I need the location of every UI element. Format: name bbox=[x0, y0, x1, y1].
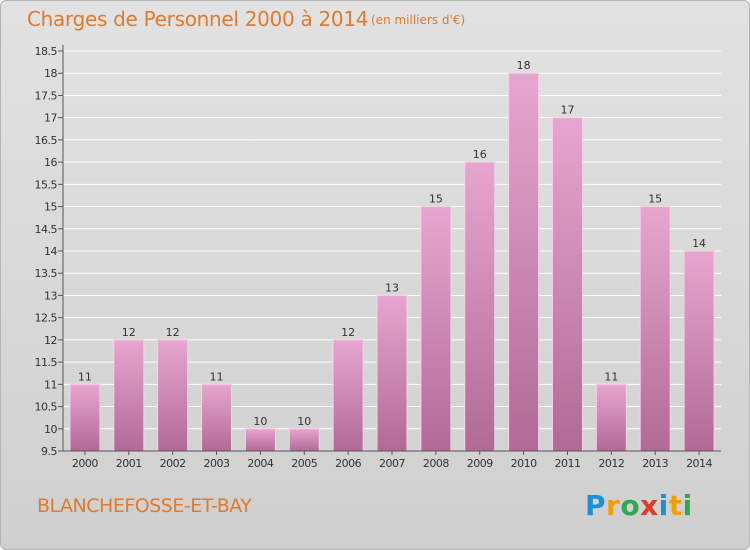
bar-2004 bbox=[244, 428, 276, 452]
y-tick-label: 11 bbox=[44, 378, 57, 391]
y-tick-label: 17 bbox=[44, 112, 57, 125]
y-tick-label: 16 bbox=[44, 156, 57, 169]
bar-value-label: 18 bbox=[517, 59, 531, 72]
y-tick-label: 12 bbox=[44, 334, 57, 347]
logo-letter: P bbox=[585, 489, 607, 522]
bar-value-label: 11 bbox=[604, 370, 618, 383]
logo-letter: i bbox=[682, 489, 693, 522]
y-tick-label: 9.5 bbox=[41, 445, 57, 458]
y-tick-label: 10 bbox=[44, 423, 57, 436]
bar-2007 bbox=[376, 294, 408, 452]
x-tick-label: 2009 bbox=[467, 457, 493, 470]
bar-2000 bbox=[69, 383, 101, 452]
bar-value-label: 17 bbox=[560, 104, 574, 117]
logo-letter: o bbox=[620, 489, 641, 522]
axis-layer: 9.5 10 10.5 11 11.5 12 12.5 13 13.5 14 14.5 15 15.5 1… bbox=[35, 45, 721, 470]
logo-letter: r bbox=[606, 489, 621, 522]
bar-value-label: 12 bbox=[122, 326, 136, 339]
x-tick-label: 2004 bbox=[247, 457, 273, 470]
y-tick-label: 14 bbox=[44, 245, 57, 258]
y-tick-label: 10.5 bbox=[35, 401, 58, 414]
y-tick-label: 15.5 bbox=[35, 178, 58, 191]
chart-title: Charges de Personnel 2000 à 2014 bbox=[27, 7, 369, 31]
bar-2010 bbox=[508, 72, 540, 452]
bar-2011 bbox=[551, 117, 583, 452]
bar-value-label: 12 bbox=[166, 326, 180, 339]
bar-value-label: 10 bbox=[253, 415, 267, 428]
bar-value-label: 16 bbox=[473, 148, 487, 161]
bar-2008 bbox=[420, 206, 452, 452]
x-tick-label: 2014 bbox=[686, 457, 712, 470]
x-tick-label: 2012 bbox=[598, 457, 624, 470]
x-tick-label: 2003 bbox=[204, 457, 230, 470]
bar-2003 bbox=[201, 383, 233, 452]
logo-letter: t bbox=[668, 489, 683, 522]
bar-value-label: 14 bbox=[692, 237, 706, 250]
y-tick-label: 16.5 bbox=[35, 134, 58, 147]
logo-letter: i bbox=[658, 489, 669, 522]
y-tick-label: 15 bbox=[44, 201, 57, 214]
x-tick-label: 2000 bbox=[72, 457, 98, 470]
bar-value-label: 11 bbox=[78, 370, 92, 383]
bar-layer: 11 12 12 11 10 10 12 13 15 16 18 17 11 15 14 bbox=[69, 59, 715, 452]
y-tick-label: 17.5 bbox=[35, 89, 58, 102]
bar-value-label: 12 bbox=[341, 326, 355, 339]
proxiti-logo[interactable]: Proxiti bbox=[585, 489, 693, 522]
y-tick-label: 14.5 bbox=[35, 223, 58, 236]
bar-2005 bbox=[288, 428, 320, 452]
x-tick-label: 2005 bbox=[291, 457, 317, 470]
bar-2002 bbox=[157, 339, 189, 452]
bar-2006 bbox=[332, 339, 364, 452]
bar-value-label: 10 bbox=[297, 415, 311, 428]
x-tick-label: 2006 bbox=[335, 457, 361, 470]
chart-subtitle: (en milliers d'€) bbox=[371, 13, 466, 27]
y-tick-label: 11.5 bbox=[35, 356, 58, 369]
y-tick-label: 18.5 bbox=[35, 45, 58, 58]
logo-letter: x bbox=[640, 489, 659, 522]
x-tick-label: 2007 bbox=[379, 457, 405, 470]
bar-2012 bbox=[595, 383, 627, 452]
bar-value-label: 15 bbox=[429, 193, 443, 206]
x-tick-label: 2002 bbox=[160, 457, 186, 470]
bar-value-label: 13 bbox=[385, 281, 399, 294]
y-tick-label: 13.5 bbox=[35, 267, 58, 280]
x-tick-label: 2008 bbox=[423, 457, 449, 470]
y-tick-label: 12.5 bbox=[35, 312, 58, 325]
bar-2001 bbox=[113, 339, 145, 452]
x-tick-label: 2010 bbox=[511, 457, 537, 470]
bar-value-label: 11 bbox=[210, 370, 224, 383]
bar-value-label: 15 bbox=[648, 193, 662, 206]
bar-2009 bbox=[464, 161, 496, 452]
x-tick-label: 2001 bbox=[116, 457, 142, 470]
x-tick-label: 2011 bbox=[554, 457, 580, 470]
bar-2014 bbox=[683, 250, 715, 452]
y-tick-label: 18 bbox=[44, 67, 57, 80]
x-tick-label: 2013 bbox=[642, 457, 668, 470]
commune-name: BLANCHEFOSSE-ET-BAY bbox=[37, 495, 252, 517]
bar-2013 bbox=[639, 206, 671, 452]
y-tick-label: 13 bbox=[44, 289, 57, 302]
